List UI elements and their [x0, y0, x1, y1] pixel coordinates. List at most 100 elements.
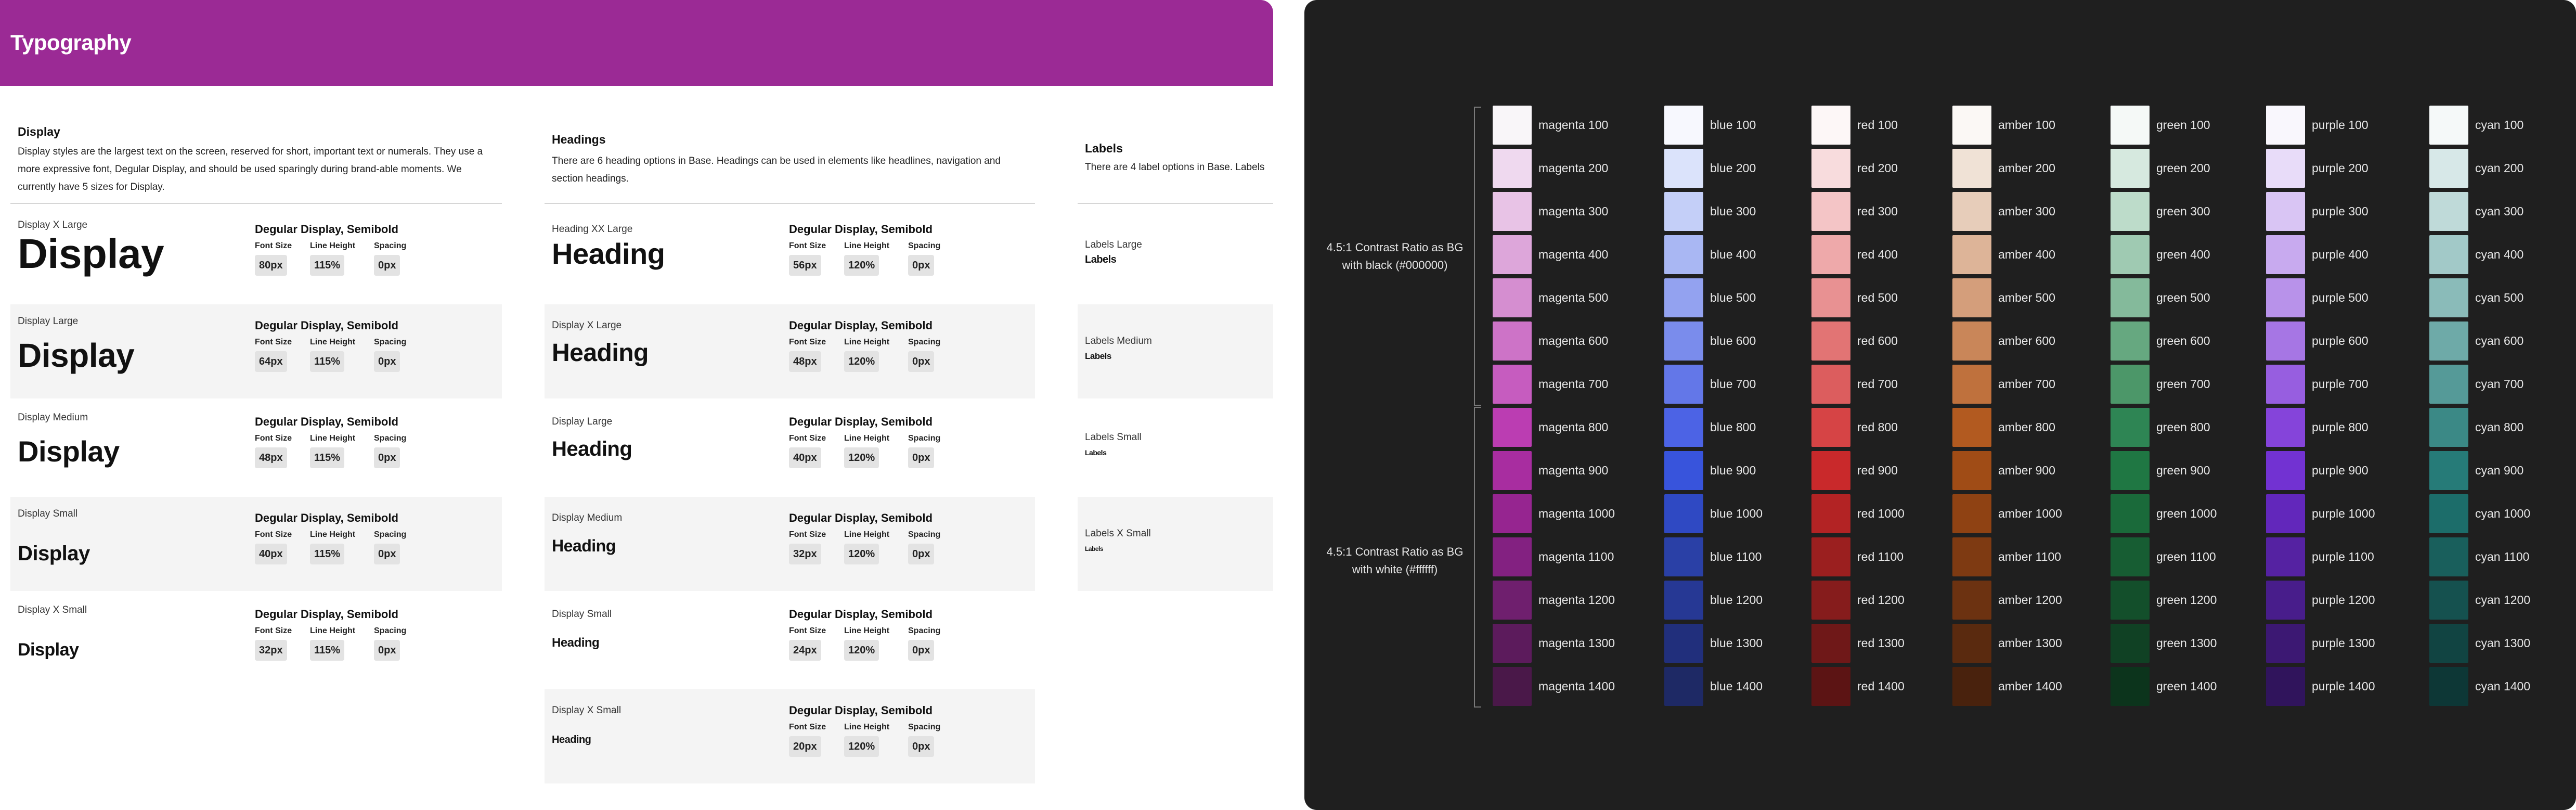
font-size-value: 20px [789, 736, 821, 757]
red-1200-swatch [1811, 581, 1850, 620]
type-style-name: Labels Small [1085, 432, 1142, 443]
magenta-900-swatch [1493, 451, 1532, 490]
type-row: Labels Small Labels [1078, 401, 1273, 495]
font-size-value: 32px [789, 544, 821, 564]
type-style-name: Display Medium [552, 512, 623, 523]
type-row: Display X Large Heading Degular Display, S… [545, 304, 1035, 398]
contrast-bracket-black [1474, 107, 1481, 406]
green-600-label: green 600 [2156, 334, 2210, 348]
cyan-1000-label: cyan 1000 [2475, 507, 2531, 520]
cyan-300-label: cyan 300 [2475, 204, 2524, 218]
font-size-header: Font Size [789, 338, 826, 346]
cyan-100-swatch [2429, 106, 2468, 145]
spacing-value: 0px [374, 351, 400, 372]
contrast-bracket-white [1474, 407, 1481, 708]
font-name: Degular Display, Semibold [789, 223, 933, 236]
amber-500-swatch [1952, 278, 1991, 317]
red-100-label: red 100 [1857, 118, 1898, 132]
font-size-header: Font Size [789, 723, 826, 731]
green-200-swatch [2111, 149, 2150, 188]
amber-1400-swatch [1952, 667, 1991, 706]
red-1000-label: red 1000 [1857, 507, 1905, 520]
type-sample: Heading [552, 438, 632, 460]
section-title: Headings [552, 133, 606, 146]
font-size-value: 56px [789, 255, 821, 276]
type-row: Labels X Small Labels [1078, 497, 1273, 591]
font-size-header: Font Size [255, 434, 292, 443]
amber-400-label: amber 400 [1998, 248, 2055, 261]
font-name: Degular Display, Semibold [255, 223, 398, 236]
font-size-value: 24px [789, 640, 821, 661]
green-100-label: green 100 [2156, 118, 2210, 132]
purple-900-label: purple 900 [2312, 464, 2368, 477]
blue-500-label: blue 500 [1710, 291, 1756, 304]
type-sample: Display [18, 435, 120, 468]
line-height-value: 120% [844, 736, 879, 757]
amber-900-label: amber 900 [1998, 464, 2055, 477]
type-row: Display X Small Display Degular Display, S… [10, 593, 502, 687]
font-size-header: Font Size [789, 241, 826, 250]
magenta-1400-swatch [1493, 667, 1532, 706]
spacing-value: 0px [908, 544, 935, 564]
font-size-header: Font Size [255, 241, 292, 250]
magenta-500-label: magenta 500 [1538, 291, 1609, 304]
spacing-value: 0px [374, 255, 400, 276]
green-800-label: green 800 [2156, 420, 2210, 434]
blue-300-label: blue 300 [1710, 204, 1756, 218]
cyan-900-swatch [2429, 451, 2468, 490]
type-sample: Labels [1085, 545, 1104, 552]
cyan-700-swatch [2429, 365, 2468, 404]
type-row: Labels Medium Labels [1078, 304, 1273, 398]
green-300-swatch [2111, 192, 2150, 231]
green-1300-label: green 1300 [2156, 636, 2217, 650]
magenta-700-label: magenta 700 [1538, 377, 1609, 391]
purple-300-label: purple 300 [2312, 204, 2368, 218]
green-900-swatch [2111, 451, 2150, 490]
purple-1400-swatch [2266, 667, 2305, 706]
blue-900-label: blue 900 [1710, 464, 1756, 477]
red-700-swatch [1811, 365, 1850, 404]
cyan-1400-swatch [2429, 667, 2468, 706]
magenta-1200-label: magenta 1200 [1538, 593, 1615, 607]
line-height-header: Line Height [310, 530, 356, 539]
magenta-1300-label: magenta 1300 [1538, 636, 1615, 650]
cyan-200-swatch [2429, 149, 2468, 188]
magenta-1400-label: magenta 1400 [1538, 679, 1615, 693]
amber-900-swatch [1952, 451, 1991, 490]
red-600-swatch [1811, 322, 1850, 361]
green-1000-swatch [2111, 494, 2150, 533]
red-500-label: red 500 [1857, 291, 1898, 304]
amber-1100-swatch [1952, 537, 1991, 576]
type-sample: Labels [1085, 448, 1107, 457]
magenta-100-swatch [1493, 106, 1532, 145]
spacing-value: 0px [374, 447, 400, 468]
font-size-header: Font Size [789, 434, 826, 443]
spacing-header: Spacing [908, 723, 941, 731]
line-height-header: Line Height [844, 241, 890, 250]
font-size-value: 48px [255, 447, 287, 468]
red-200-label: red 200 [1857, 161, 1898, 175]
green-300-label: green 300 [2156, 204, 2210, 218]
purple-100-label: purple 100 [2312, 118, 2368, 132]
purple-1200-swatch [2266, 581, 2305, 620]
typography-header: Typography [0, 0, 1273, 86]
font-size-header: Font Size [789, 530, 826, 539]
cyan-1000-swatch [2429, 494, 2468, 533]
red-900-swatch [1811, 451, 1850, 490]
green-800-swatch [2111, 408, 2150, 447]
purple-200-label: purple 200 [2312, 161, 2368, 175]
red-400-swatch [1811, 235, 1850, 274]
magenta-1100-label: magenta 1100 [1538, 550, 1614, 563]
blue-1000-label: blue 1000 [1710, 507, 1763, 520]
type-sample: Heading [552, 536, 616, 555]
blue-700-swatch [1664, 365, 1703, 404]
contrast-note-black: 4.5:1 Contrast Ratio as BG with black (#… [1326, 241, 1464, 272]
type-sample: Heading [552, 734, 591, 745]
type-sample: Labels [1085, 351, 1111, 361]
cyan-1300-swatch [2429, 624, 2468, 663]
cyan-200-label: cyan 200 [2475, 161, 2524, 175]
blue-600-label: blue 600 [1710, 334, 1756, 348]
blue-1400-swatch [1664, 667, 1703, 706]
cyan-1400-label: cyan 1400 [2475, 679, 2531, 693]
type-sample: Heading [552, 339, 649, 367]
